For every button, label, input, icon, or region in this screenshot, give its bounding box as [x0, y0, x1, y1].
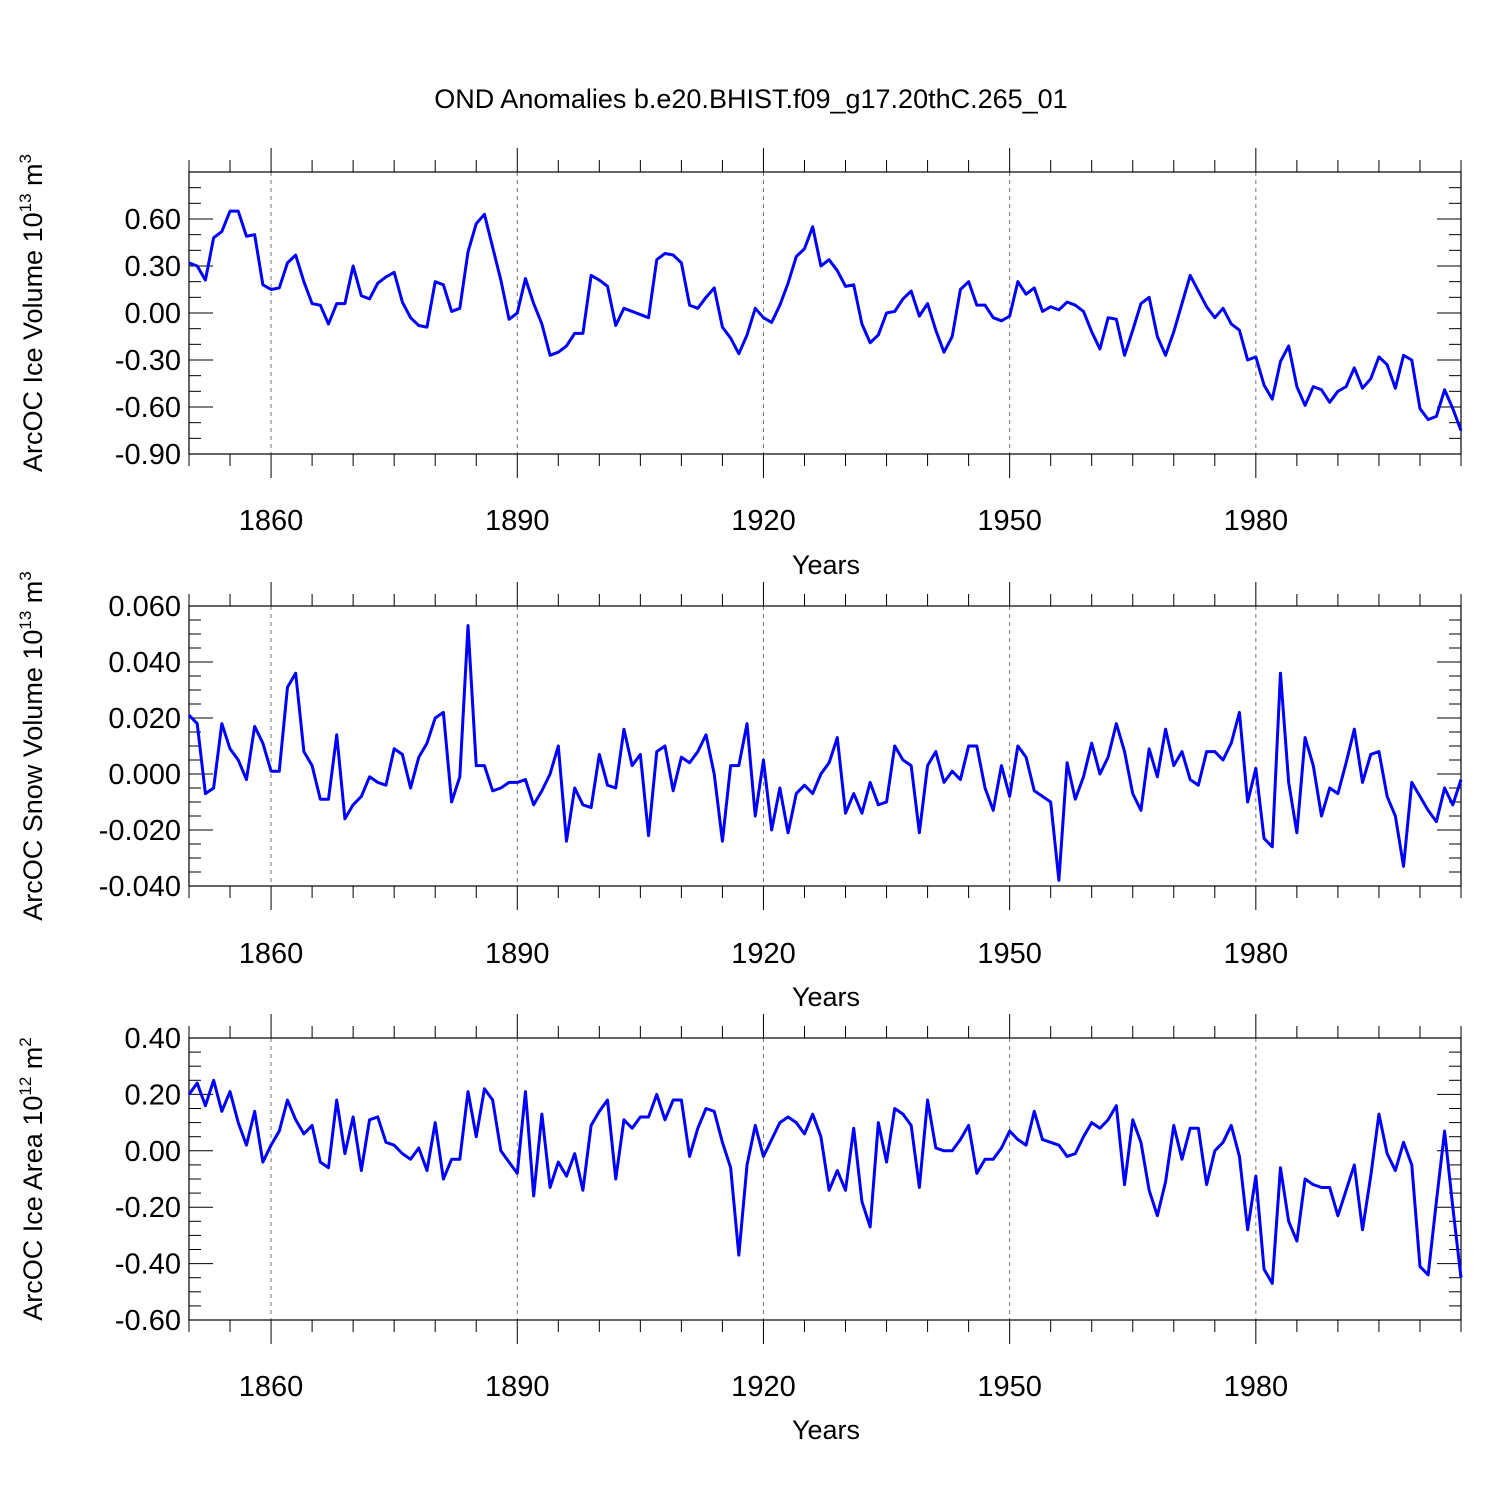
y-tick-label: 0.00: [125, 298, 181, 330]
y-tick-label: -0.40: [115, 1249, 181, 1281]
x-axis-label: Years: [792, 1415, 860, 1445]
y-tick-label: -0.30: [115, 345, 181, 377]
x-tick-label: 1890: [485, 1371, 550, 1403]
y-axis-label-text: m: [18, 1047, 48, 1077]
chart-panel-3: -0.60 -0.40 -0.20 0.00 0.20 0.40 1860 1890 1920 1…: [16, 1014, 1463, 1445]
x-tick-label: 1980: [1224, 1371, 1289, 1403]
x-tick-label: 1920: [731, 938, 796, 970]
x-tick-label: 1950: [977, 938, 1042, 970]
y-tick-label: 0.040: [108, 647, 181, 679]
series-line: [188, 209, 1463, 432]
y-axis-label: ArcOC Ice Volume 1013 m3: [16, 154, 48, 472]
chart-panel-1: -0.90 -0.60 -0.30 0.00 0.30 0.60 1860 1890 1920 1…: [16, 148, 1463, 580]
plot-frame: [188, 171, 1462, 455]
y-tick-label: 0.40: [125, 1023, 181, 1055]
x-axis-label: Years: [792, 982, 860, 1012]
y-tick-label: -0.20: [115, 1192, 181, 1224]
x-tick-label: 1890: [485, 505, 550, 537]
x-tick-label: 1890: [485, 938, 550, 970]
y-axis-label-superscript: 13: [16, 611, 35, 630]
y-axis-label-superscript: 2: [16, 1037, 35, 1046]
x-axis-label: Years: [792, 550, 860, 580]
y-tick-label: 0.020: [108, 703, 181, 735]
y-tick-label: 0.20: [125, 1079, 181, 1111]
series-line: [187, 624, 1463, 882]
x-tick-label: 1860: [239, 1371, 304, 1403]
y-tick-label: 0.060: [108, 591, 181, 623]
x-tick-label: 1860: [239, 505, 304, 537]
y-axis-label-superscript: 3: [16, 571, 35, 580]
y-tick-label: -0.60: [115, 392, 181, 424]
y-axis-label-text: m: [18, 163, 48, 193]
x-tick-label: 1920: [731, 1371, 796, 1403]
y-tick-label: 0.60: [125, 204, 181, 236]
x-tick-label: 1860: [239, 938, 304, 970]
y-axis-label-text: ArcOC Snow Volume 10: [18, 630, 48, 921]
y-axis-label: ArcOC Ice Area 1012 m2: [16, 1037, 48, 1321]
y-axis-label-text: m: [18, 581, 48, 611]
x-tick-label: 1950: [977, 1371, 1042, 1403]
y-axis-label-superscript: 12: [16, 1077, 35, 1096]
y-tick-label: -0.020: [99, 815, 181, 847]
y-tick-label: 0.30: [125, 251, 181, 283]
series-line: [187, 1078, 1463, 1285]
y-axis-label-text: ArcOC Ice Volume 10: [18, 212, 48, 472]
chart-panel-2: -0.040 -0.020 0.000 0.020 0.040 0.060 1860 1890…: [16, 571, 1463, 1012]
y-tick-label: 0.000: [108, 759, 181, 791]
figure-title: OND Anomalies b.e20.BHIST.f09_g17.20thC.…: [434, 84, 1067, 114]
y-axis-label: ArcOC Snow Volume 1013 m3: [16, 571, 48, 921]
y-tick-label: -0.040: [99, 871, 181, 903]
y-tick-label: -0.90: [115, 439, 181, 471]
panels: -0.90 -0.60 -0.30 0.00 0.30 0.60 1860 1890 1920 1…: [16, 148, 1463, 1445]
y-tick-label: -0.60: [115, 1305, 181, 1337]
x-tick-label: 1950: [977, 505, 1042, 537]
x-tick-label: 1980: [1224, 938, 1289, 970]
y-tick-label: 0.00: [125, 1136, 181, 1168]
x-tick-label: 1980: [1224, 505, 1289, 537]
y-axis-label-superscript: 13: [16, 193, 35, 212]
x-tick-label: 1920: [731, 505, 796, 537]
y-axis-label-superscript: 3: [16, 154, 35, 163]
y-axis-label-text: ArcOC Ice Area 10: [18, 1096, 48, 1321]
